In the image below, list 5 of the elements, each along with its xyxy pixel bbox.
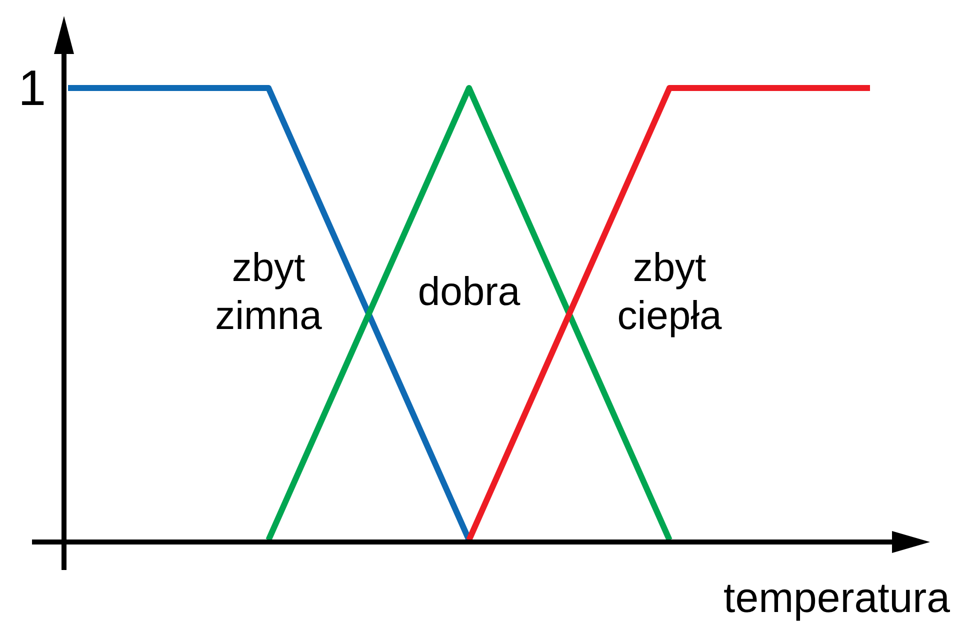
series-label: dobra bbox=[418, 270, 521, 314]
series-label: zbyt zimna bbox=[215, 246, 323, 338]
annotation: 1 bbox=[18, 60, 46, 116]
x-axis-title: temperatura bbox=[724, 574, 951, 621]
series-label: zbyt ciepła bbox=[617, 246, 723, 338]
